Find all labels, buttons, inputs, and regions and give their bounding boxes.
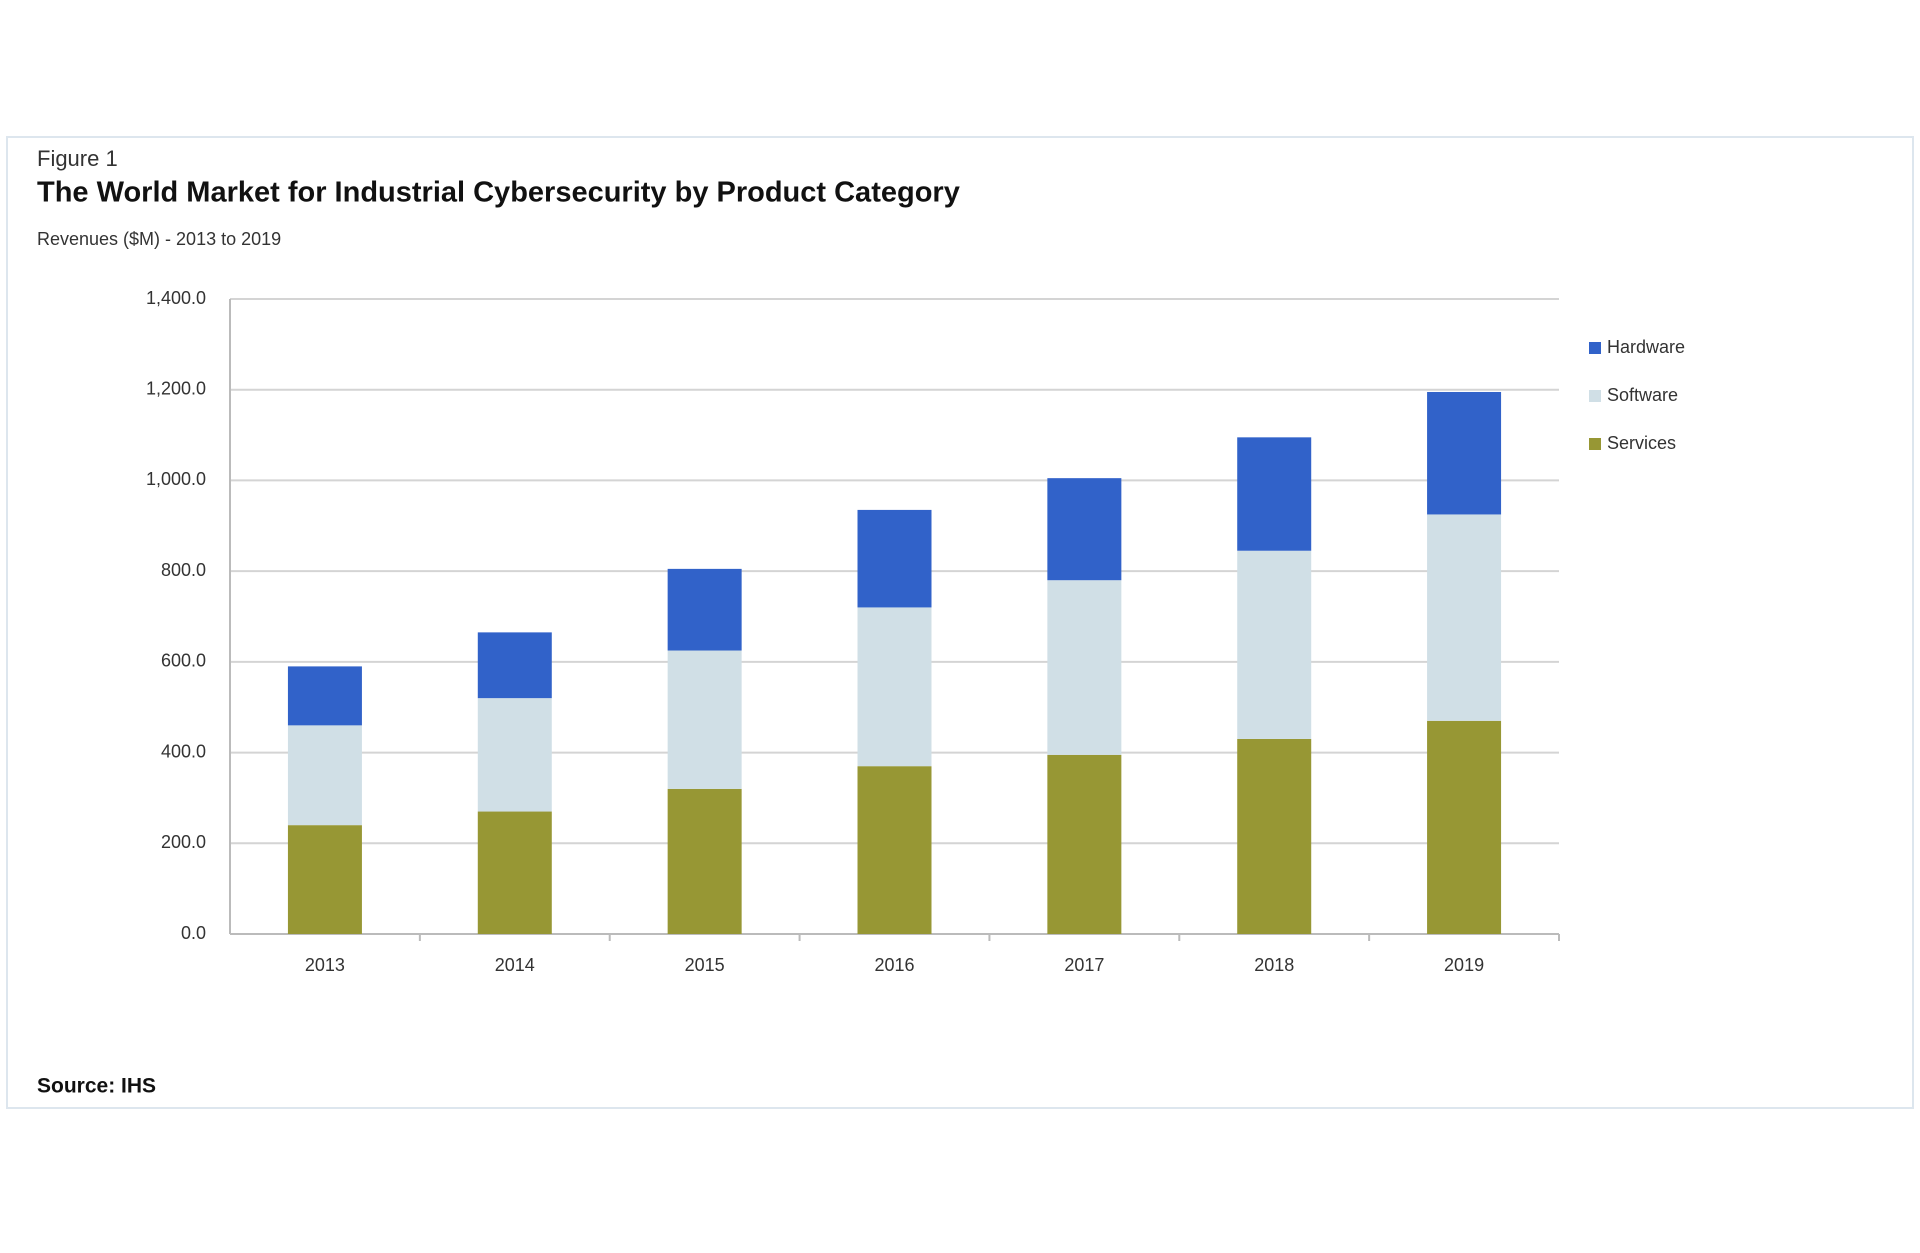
bar-segment: [1237, 437, 1312, 551]
x-tick-label: 2013: [305, 955, 345, 975]
bar-segment: [287, 666, 362, 726]
bar-segment: [477, 811, 552, 934]
bar-segment: [857, 766, 932, 934]
y-tick-label: 200.0: [161, 832, 206, 852]
bar-segment: [667, 650, 742, 789]
legend-swatch: [1589, 390, 1601, 402]
bar-segment: [857, 607, 932, 767]
bar-segment: [857, 509, 932, 608]
x-tick-label: 2017: [1064, 955, 1104, 975]
bar-segment: [1427, 720, 1502, 934]
legend-label: Software: [1607, 385, 1678, 405]
bar-segment: [287, 825, 362, 934]
x-tick-label: 2019: [1444, 955, 1484, 975]
bar-segment: [1047, 478, 1122, 581]
figure-label: Figure 1: [37, 146, 118, 171]
x-tick-label: 2015: [685, 955, 725, 975]
bar-segment: [1047, 754, 1122, 934]
bar-segment: [667, 568, 742, 651]
bar-segment: [667, 788, 742, 934]
x-tick-label: 2018: [1254, 955, 1294, 975]
y-tick-label: 400.0: [161, 741, 206, 761]
x-tick-label: 2014: [495, 955, 535, 975]
y-tick-label: 0.0: [181, 923, 206, 943]
legend-label: Hardware: [1607, 337, 1685, 357]
y-tick-label: 1,200.0: [146, 378, 206, 398]
y-tick-label: 1,400.0: [146, 288, 206, 308]
y-tick-label: 800.0: [161, 560, 206, 580]
bar-segment: [1427, 514, 1502, 721]
bar-segment: [477, 698, 552, 812]
bar-segment: [1237, 738, 1312, 934]
chart-title: The World Market for Industrial Cybersec…: [37, 177, 960, 209]
bar-segment: [477, 632, 552, 699]
legend-label: Services: [1607, 433, 1676, 453]
chart-subtitle: Revenues ($M) - 2013 to 2019: [37, 229, 281, 249]
source-note: Source: IHS: [37, 1075, 156, 1098]
bar-segment: [1427, 391, 1502, 515]
bar-segment: [287, 725, 362, 826]
bar-segment: [1047, 580, 1122, 755]
chart-frame: [6, 136, 1914, 1109]
y-tick-label: 600.0: [161, 651, 206, 671]
legend-swatch: [1589, 342, 1601, 354]
bar-segment: [1237, 550, 1312, 739]
x-tick-label: 2016: [874, 955, 914, 975]
legend-swatch: [1589, 438, 1601, 450]
y-tick-label: 1,000.0: [146, 469, 206, 489]
